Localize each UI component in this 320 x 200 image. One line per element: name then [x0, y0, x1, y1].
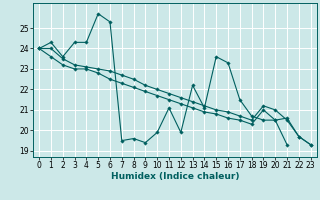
X-axis label: Humidex (Indice chaleur): Humidex (Indice chaleur) — [111, 172, 239, 181]
